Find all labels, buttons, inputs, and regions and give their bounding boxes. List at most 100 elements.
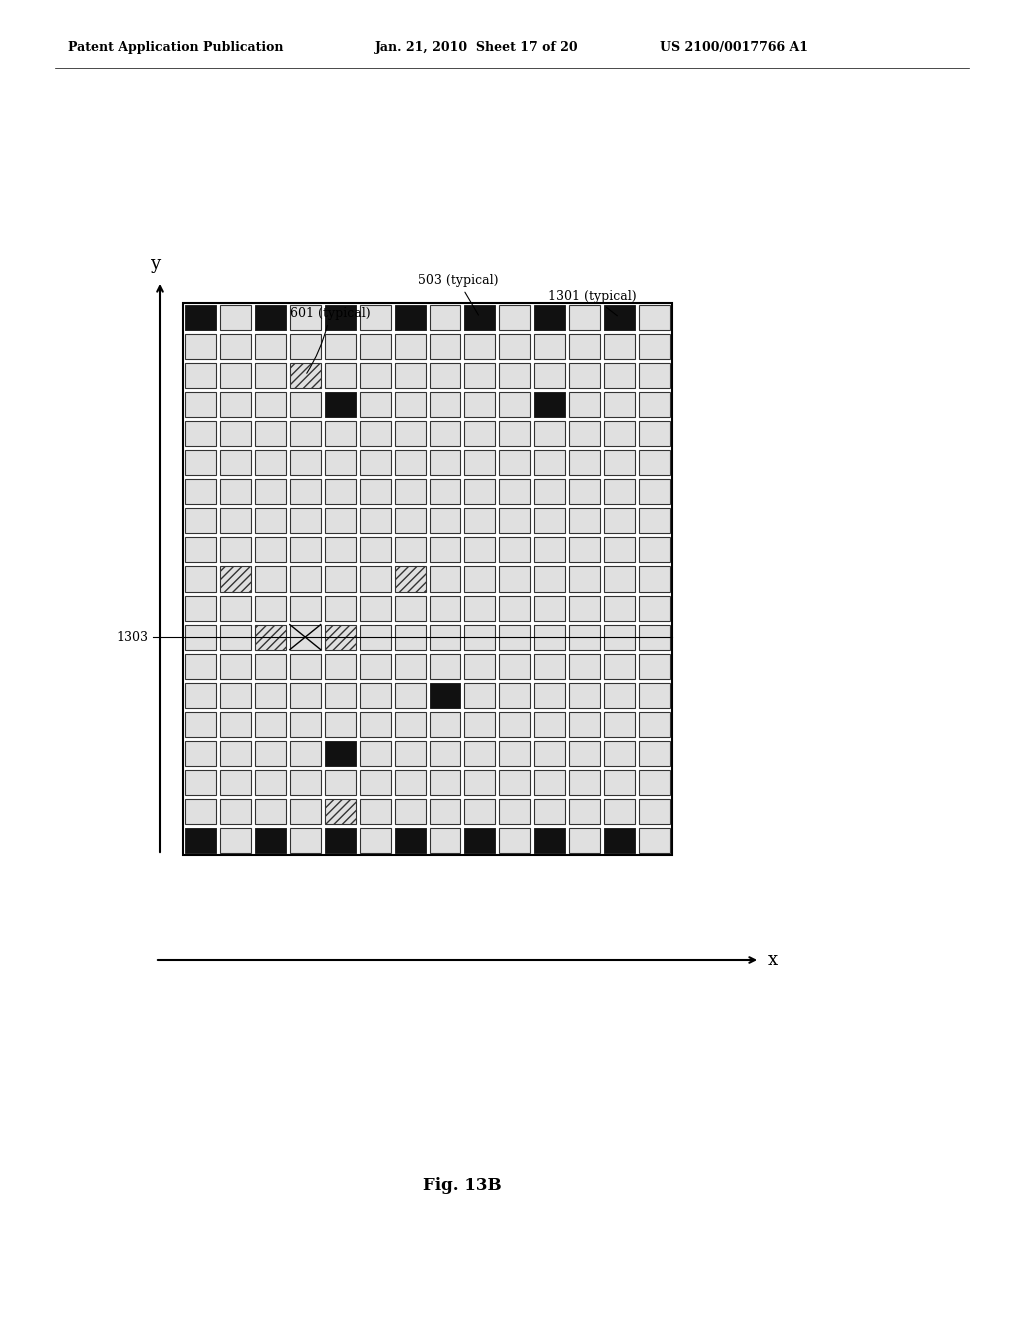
Bar	[535, 392, 565, 417]
Bar	[325, 508, 355, 533]
Bar	[183, 304, 672, 855]
Bar	[535, 770, 565, 795]
Bar	[639, 305, 670, 330]
Bar	[325, 595, 355, 620]
Bar	[220, 334, 251, 359]
Bar	[500, 653, 530, 678]
Text: 601 (typical): 601 (typical)	[290, 308, 371, 374]
Bar	[359, 537, 390, 562]
Bar	[220, 392, 251, 417]
Bar	[220, 828, 251, 853]
Bar	[394, 363, 426, 388]
Bar	[255, 334, 286, 359]
Bar	[359, 566, 390, 591]
Bar	[429, 653, 461, 678]
Bar	[394, 653, 426, 678]
Bar	[325, 682, 355, 708]
Bar	[359, 305, 390, 330]
Bar	[535, 305, 565, 330]
Bar	[394, 479, 426, 504]
Bar	[290, 421, 321, 446]
Bar	[290, 595, 321, 620]
Bar	[429, 421, 461, 446]
Bar	[325, 799, 355, 824]
Bar	[325, 566, 355, 591]
Bar	[569, 334, 600, 359]
Text: Fig. 13B: Fig. 13B	[423, 1176, 502, 1193]
Bar	[359, 653, 390, 678]
Bar	[500, 595, 530, 620]
Bar	[359, 363, 390, 388]
Bar	[220, 741, 251, 766]
Bar	[325, 828, 355, 853]
Bar	[569, 741, 600, 766]
Bar	[639, 799, 670, 824]
Bar	[535, 595, 565, 620]
Bar	[500, 799, 530, 824]
Bar	[290, 682, 321, 708]
Bar	[185, 828, 216, 853]
Bar	[429, 770, 461, 795]
Bar	[325, 450, 355, 475]
Bar	[220, 566, 251, 591]
Bar	[569, 508, 600, 533]
Bar	[325, 392, 355, 417]
Bar	[220, 595, 251, 620]
Bar	[429, 392, 461, 417]
Bar	[639, 334, 670, 359]
Bar	[394, 421, 426, 446]
Bar	[394, 741, 426, 766]
Text: 1301 (typical): 1301 (typical)	[548, 290, 637, 315]
Bar	[429, 363, 461, 388]
Bar	[604, 392, 635, 417]
Bar	[325, 421, 355, 446]
Bar	[535, 479, 565, 504]
Bar	[639, 392, 670, 417]
Bar	[220, 305, 251, 330]
Bar	[255, 741, 286, 766]
Bar	[639, 682, 670, 708]
Bar	[569, 537, 600, 562]
Bar	[465, 711, 496, 737]
Bar	[569, 624, 600, 649]
Bar	[604, 508, 635, 533]
Bar	[290, 537, 321, 562]
Bar	[394, 450, 426, 475]
Bar	[220, 711, 251, 737]
Bar	[185, 653, 216, 678]
Bar	[500, 682, 530, 708]
Bar	[429, 595, 461, 620]
Bar	[465, 770, 496, 795]
Bar	[500, 741, 530, 766]
Bar	[639, 421, 670, 446]
Bar	[359, 595, 390, 620]
Bar	[220, 653, 251, 678]
Bar	[325, 624, 355, 649]
Bar	[220, 450, 251, 475]
Bar	[604, 770, 635, 795]
Bar	[465, 392, 496, 417]
Bar	[500, 711, 530, 737]
Bar	[290, 653, 321, 678]
Bar	[639, 566, 670, 591]
Bar	[359, 799, 390, 824]
Bar	[429, 682, 461, 708]
Bar	[220, 479, 251, 504]
Bar	[394, 828, 426, 853]
Bar	[220, 421, 251, 446]
Bar	[290, 711, 321, 737]
Bar	[500, 479, 530, 504]
Bar	[185, 450, 216, 475]
Bar	[569, 392, 600, 417]
Bar	[359, 334, 390, 359]
Bar	[604, 711, 635, 737]
Bar	[500, 392, 530, 417]
Bar	[359, 392, 390, 417]
Text: y: y	[150, 255, 160, 273]
Bar	[500, 334, 530, 359]
Bar	[290, 799, 321, 824]
Bar	[220, 624, 251, 649]
Bar	[535, 566, 565, 591]
Bar	[569, 595, 600, 620]
Bar	[290, 770, 321, 795]
